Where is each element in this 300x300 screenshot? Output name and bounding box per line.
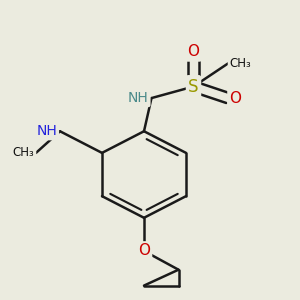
Text: O: O (138, 244, 150, 259)
Text: O: O (230, 91, 242, 106)
Text: CH₃: CH₃ (13, 146, 34, 159)
Text: S: S (188, 77, 199, 95)
Text: O: O (188, 44, 200, 59)
Text: NH: NH (36, 124, 57, 138)
Text: NH: NH (128, 91, 148, 105)
Text: CH₃: CH₃ (230, 57, 251, 70)
